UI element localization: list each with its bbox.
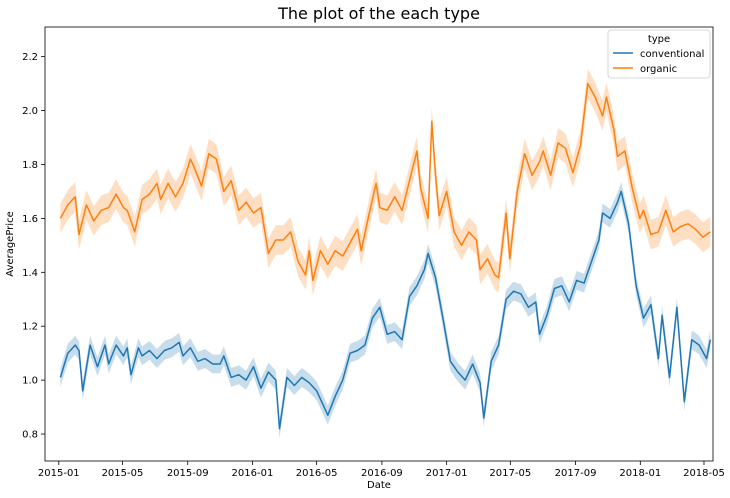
x-tick-label: 2018-05 xyxy=(683,468,725,479)
x-axis-label: Date xyxy=(367,480,391,491)
y-tick-label: 1.4 xyxy=(22,268,38,279)
x-axis-ticks: 2015-01 2015-05 2015-09 2016-01 2016-05 2016-… xyxy=(38,461,725,479)
y-tick-label: 2.0 xyxy=(22,106,38,117)
y-tick-label: 1.0 xyxy=(22,376,38,387)
y-tick-label: 0.8 xyxy=(22,430,38,441)
legend-box xyxy=(607,29,711,79)
y-tick-label: 1.8 xyxy=(22,160,38,171)
chart-title: The plot of the each type xyxy=(277,4,480,23)
x-tick-label: 2016-05 xyxy=(296,468,338,479)
legend-label-conventional: conventional xyxy=(640,49,704,60)
x-tick-label: 2017-01 xyxy=(426,468,468,479)
legend-title: type xyxy=(648,34,670,45)
y-tick-label: 1.2 xyxy=(22,322,38,333)
x-tick-label: 2015-01 xyxy=(38,468,80,479)
y-tick-label: 1.6 xyxy=(22,214,38,225)
y-axis-ticks: 0.8 1.0 1.2 1.4 1.6 1.8 2.0 2.2 xyxy=(22,52,45,441)
series-lines xyxy=(59,82,712,430)
x-tick-label: 2015-05 xyxy=(102,468,144,479)
series-line-organic xyxy=(59,82,711,282)
legend: type conventional organic xyxy=(607,29,711,79)
legend-label-organic: organic xyxy=(640,64,677,75)
x-tick-label: 2018-01 xyxy=(619,468,661,479)
x-tick-label: 2017-05 xyxy=(489,468,531,479)
x-tick-label: 2017-09 xyxy=(555,468,597,479)
plot-frame xyxy=(44,26,714,462)
x-tick-label: 2016-09 xyxy=(361,468,403,479)
x-tick-label: 2016-01 xyxy=(232,468,274,479)
confidence-band-organic xyxy=(60,68,711,296)
series-line-conventional xyxy=(59,190,712,430)
y-axis-label: AveragePrice xyxy=(5,211,16,276)
x-tick-label: 2015-09 xyxy=(167,468,209,479)
y-tick-label: 2.2 xyxy=(22,52,38,63)
